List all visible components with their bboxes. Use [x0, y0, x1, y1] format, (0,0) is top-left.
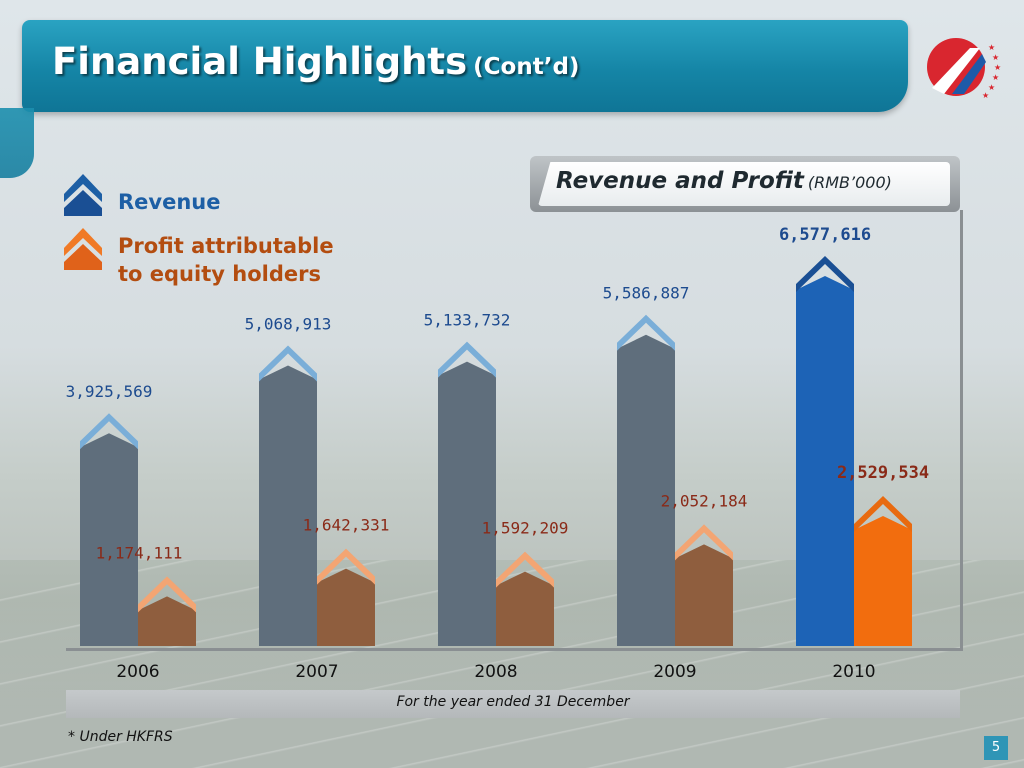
- profit-bar-2010-cap: [854, 496, 912, 533]
- x-tick-label-2009: 2009: [653, 662, 696, 682]
- x-tick-label-2006: 2006: [116, 662, 159, 682]
- chart-panel: [66, 210, 963, 651]
- revenue-bar-2010: [796, 276, 854, 646]
- profit-bar-2008-cap: [496, 551, 554, 588]
- profit-value-label-2010: 2,529,534: [837, 463, 929, 483]
- profit-bar-2009-cap: [675, 524, 733, 561]
- page-title-main: Financial Highlights: [52, 40, 468, 83]
- revenue-bar-2009-cap: [617, 314, 675, 351]
- svg-text:★: ★: [982, 91, 989, 100]
- header-bar: [22, 20, 908, 112]
- profit-value-label-2008: 1,592,209: [482, 519, 569, 538]
- svg-text:★: ★: [994, 63, 1001, 72]
- x-tick-label-2008: 2008: [474, 662, 517, 682]
- profit-value-label-2009: 2,052,184: [661, 491, 748, 510]
- profit-bar-2009: [675, 544, 733, 646]
- revenue-legend-icon: [64, 174, 102, 216]
- svg-text:★: ★: [988, 83, 995, 92]
- revenue-bar-2006: [80, 433, 138, 646]
- profit-bar-2007-cap: [317, 548, 375, 585]
- revenue-value-label-2007: 5,068,913: [245, 314, 332, 333]
- legend-revenue-label: Revenue: [118, 190, 221, 214]
- revenue-value-label-2008: 5,133,732: [424, 311, 511, 330]
- svg-text:★: ★: [988, 43, 995, 52]
- x-axis-caption: For the year ended 31 December: [396, 694, 630, 710]
- profit-bar-2008: [496, 571, 554, 646]
- footer-bar: [66, 690, 960, 718]
- x-tick-label-2010: 2010: [832, 662, 875, 682]
- footnote: * Under HKFRS: [68, 729, 173, 745]
- company-logo: ★★★ ★★★: [927, 38, 1001, 100]
- revenue-bar-2008: [438, 361, 496, 646]
- legend-profit: Profit attributable to equity holders: [118, 232, 334, 288]
- revenue-value-label-2006: 3,925,569: [66, 382, 153, 401]
- x-tick-label-2007: 2007: [295, 662, 338, 682]
- profit-bar-2006-cap: [138, 576, 196, 613]
- profit-value-label-2006: 1,174,111: [96, 543, 183, 562]
- revenue-bar-2008-cap: [438, 341, 496, 378]
- profit-bar-2006: [138, 596, 196, 646]
- chart-title: Revenue and Profit (RMB’000): [556, 168, 892, 194]
- svg-text:★: ★: [992, 53, 999, 62]
- profit-legend-icon: [64, 228, 102, 270]
- chart-title-unit: (RMB’000): [807, 173, 892, 192]
- chart-title-text: Revenue and Profit: [556, 168, 804, 194]
- legend-profit-label-line1: Profit attributable: [118, 234, 334, 258]
- revenue-value-label-2010: 6,577,616: [779, 225, 871, 245]
- legend-profit-label-line2: to equity holders: [118, 262, 321, 286]
- profit-bar-2007: [317, 568, 375, 646]
- revenue-value-label-2009: 5,586,887: [603, 284, 690, 303]
- revenue-bar-2010-cap: [796, 256, 854, 292]
- svg-text:★: ★: [992, 73, 999, 82]
- header-tail: [0, 108, 34, 178]
- legend-revenue: Revenue: [118, 188, 221, 216]
- chart-title-box: [538, 162, 950, 206]
- revenue-bar-2006-cap: [80, 413, 138, 450]
- profit-value-label-2007: 1,642,331: [303, 516, 390, 535]
- profit-bar-2010: [854, 516, 912, 646]
- revenue-bar-2009: [617, 334, 675, 646]
- page-number: 5: [984, 736, 1008, 760]
- revenue-bar-2007-cap: [259, 345, 317, 382]
- page-title-suffix: (Cont’d): [473, 54, 580, 80]
- page-title: Financial Highlights (Cont’d): [52, 40, 579, 83]
- revenue-bar-2007: [259, 365, 317, 646]
